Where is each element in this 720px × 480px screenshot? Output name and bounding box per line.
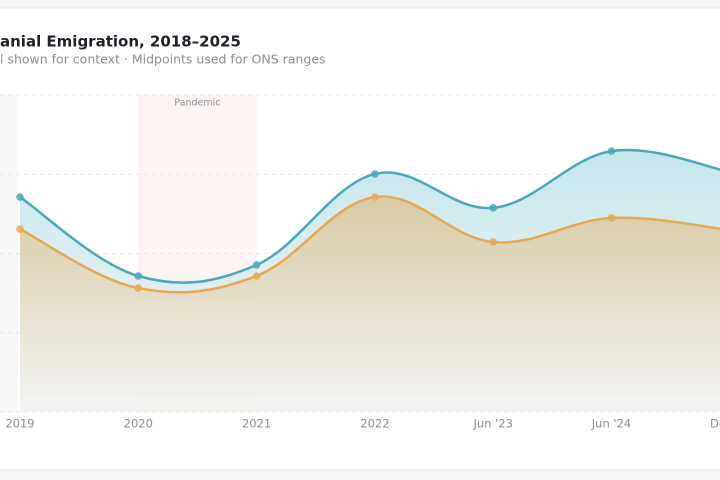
band-label: Pandemic [174, 98, 220, 109]
point [252, 272, 261, 280]
point [607, 147, 616, 155]
point [489, 238, 498, 246]
x-tick-label: 2020 [124, 417, 153, 431]
point [371, 193, 379, 201]
x-tick-label: 2022 [360, 417, 389, 431]
point [252, 261, 261, 269]
point [134, 284, 143, 292]
point [607, 214, 616, 222]
area [20, 196, 720, 412]
x-tick-label: 2019 [5, 417, 34, 431]
point [489, 204, 498, 212]
x-tick-label: Jun '23 [472, 417, 512, 431]
x-tick-label: 2021 [242, 417, 271, 431]
chart-subtitle: l shown for context · Midpoints used for… [0, 52, 326, 67]
plot: Pandemic 2019 2020 2021 2022 Jun '23 Jun '24 De [0, 94, 720, 431]
x-tick-label: Jun '24 [591, 417, 631, 431]
point [16, 225, 24, 233]
chart-title: anial Emigration, 2018–2025 [0, 33, 241, 51]
point [134, 272, 143, 280]
x-tick-label: De [710, 417, 720, 431]
point [16, 193, 24, 201]
point [371, 170, 379, 178]
